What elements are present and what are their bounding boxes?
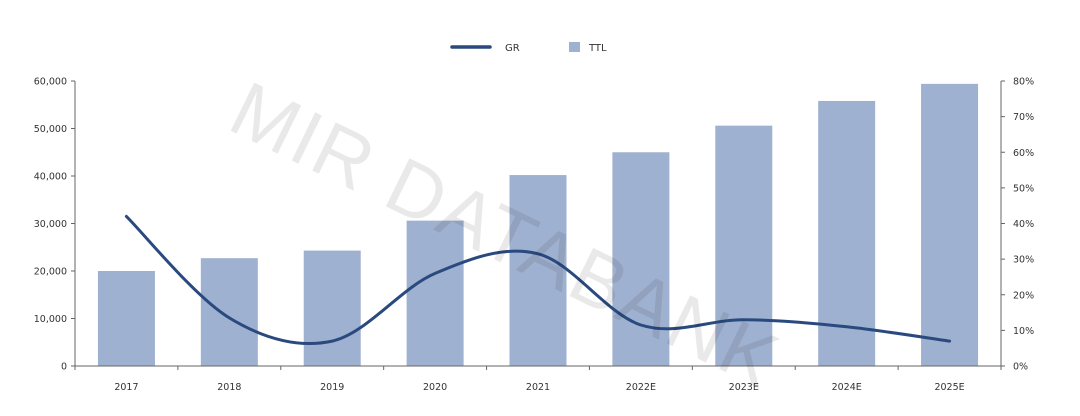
chart-axes: 0 10,000 20,000 30,000 40,000 50,000 60,000 0%… xyxy=(34,77,1034,394)
legend: GR TTL xyxy=(450,42,607,54)
right-tick-label: 80% xyxy=(1013,77,1034,88)
x-tick-label: 2025E xyxy=(934,382,964,393)
left-tick-label: 10,000 xyxy=(34,314,67,325)
right-tick-label: 10% xyxy=(1013,326,1034,337)
x-tick-label: 2018 xyxy=(217,382,241,393)
bar-ttl-2025E xyxy=(921,83,979,366)
right-tick-label: 20% xyxy=(1013,290,1034,301)
right-tick-label: 70% xyxy=(1013,112,1034,123)
line-series-gr xyxy=(124,214,952,345)
x-tick-label: 2023E xyxy=(729,382,759,393)
right-tick-label: 50% xyxy=(1013,183,1034,194)
bar-ttl-2022E xyxy=(612,152,670,366)
legend-label-gr: GR xyxy=(505,43,520,54)
right-tick-label: 60% xyxy=(1013,148,1034,159)
left-tick-label: 0 xyxy=(61,362,67,373)
legend-swatch-ttl xyxy=(569,42,580,52)
x-ticks: 2017 2018 2019 2020 2021 2022E 2023E 2024E 2025E xyxy=(74,366,1002,393)
bar-ttl-2017 xyxy=(97,271,155,366)
bar-ttl-2024E xyxy=(818,100,876,366)
bar-ttl-2019 xyxy=(303,250,361,366)
legend-label-ttl: TTL xyxy=(588,43,607,54)
left-y-ticks: 0 10,000 20,000 30,000 40,000 50,000 60,000 xyxy=(34,77,75,373)
bar-ttl-2018 xyxy=(200,258,258,366)
bar-ttl-2023E xyxy=(715,125,773,367)
bar-series-ttl xyxy=(97,83,979,367)
right-y-ticks: 0% 10% 20% 30% 40% 50% 60% 70% 80% xyxy=(1001,77,1034,373)
x-tick-label: 2022E xyxy=(626,382,656,393)
x-tick-label: 2021 xyxy=(526,382,550,393)
left-tick-label: 60,000 xyxy=(34,77,67,88)
right-tick-label: 30% xyxy=(1013,255,1034,266)
x-tick-label: 2024E xyxy=(832,382,862,393)
left-tick-label: 40,000 xyxy=(34,172,67,183)
left-tick-label: 20,000 xyxy=(34,267,67,278)
right-tick-label: 0% xyxy=(1013,362,1028,373)
left-tick-label: 30,000 xyxy=(34,219,67,230)
right-tick-label: 40% xyxy=(1013,219,1034,230)
x-tick-label: 2020 xyxy=(423,382,447,393)
x-tick-label: 2019 xyxy=(320,382,344,393)
bar-ttl-2021 xyxy=(509,175,567,366)
bar-ttl-2020 xyxy=(406,220,464,366)
left-tick-label: 50,000 xyxy=(34,124,67,135)
x-tick-label: 2017 xyxy=(114,382,138,393)
